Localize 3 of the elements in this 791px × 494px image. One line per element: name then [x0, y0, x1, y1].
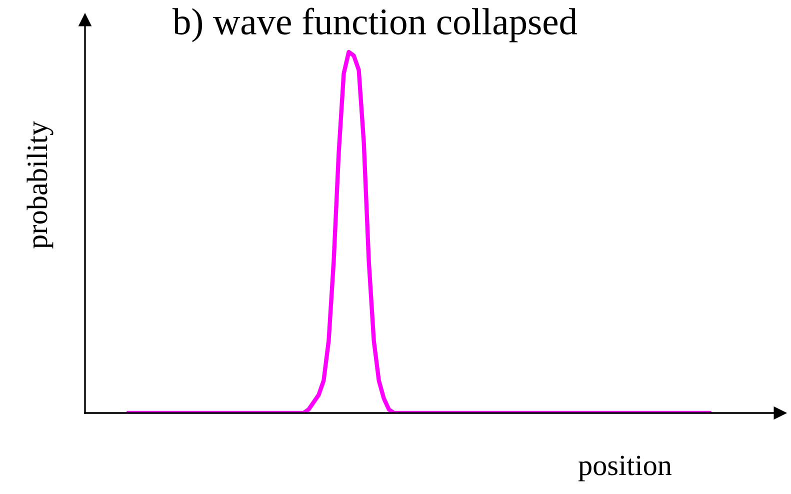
chart-title: b) wave function collapsed	[172, 8, 578, 42]
y-axis-title: probability	[26, 121, 54, 249]
x-axis-title: position	[578, 456, 672, 482]
